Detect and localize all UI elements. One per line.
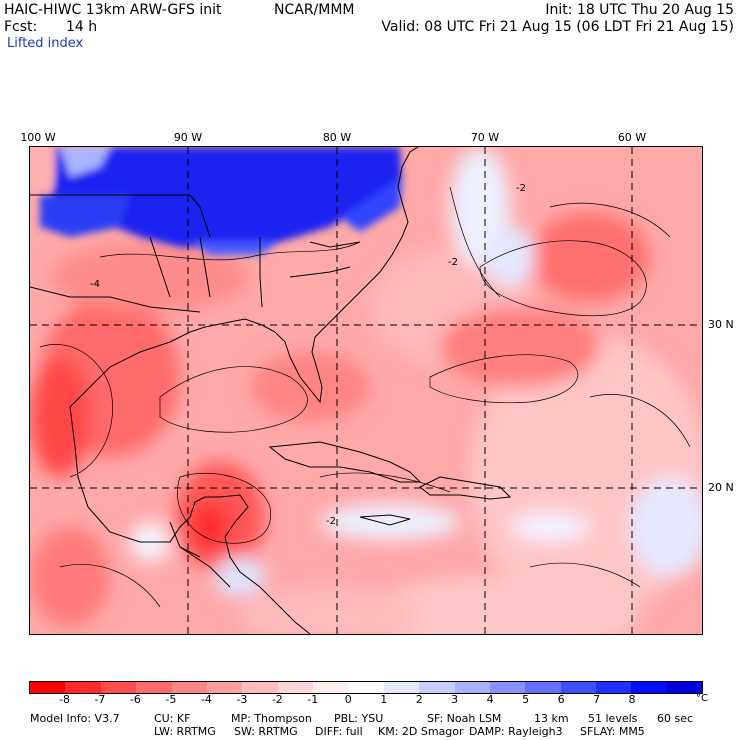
colorbar-swatch	[666, 682, 703, 693]
lon-label-90w: 90 W	[173, 131, 203, 144]
graticule	[30, 147, 702, 634]
colorbar	[29, 681, 703, 694]
colorbar-tick-label: 8	[628, 693, 636, 706]
model-info-levels: 51 levels	[588, 712, 638, 725]
colorbar-tick-label: -2	[271, 693, 283, 706]
colorbar-swatch	[348, 682, 384, 693]
colorbar-swatch	[560, 682, 596, 693]
colorbar-swatch	[313, 682, 349, 693]
colorbar-tick-label: 7	[593, 693, 601, 706]
model-info-lw: LW: RRTMG	[154, 725, 216, 738]
model-info-diff: DIFF: full	[315, 725, 363, 738]
colorbar-tick-label: 5	[522, 693, 530, 706]
colorbar-swatch	[277, 682, 313, 693]
contour-label: -4	[90, 279, 100, 290]
colorbar-tick-label: -4	[200, 693, 212, 706]
lat-label-30n: 30 N	[708, 318, 734, 331]
model-info-damp: DAMP: Rayleigh3	[469, 725, 563, 738]
colorbar-swatch	[631, 682, 667, 693]
colorbar-tick-label: -1	[307, 693, 319, 706]
model-info-mp: MP: Thompson	[231, 712, 312, 725]
lifted-index-map: -2 -2 -2 -4	[29, 146, 703, 635]
model-info-timestep: 60 sec	[657, 712, 694, 725]
field-name: Lifted index	[7, 36, 84, 51]
lon-label-100w: 100 W	[20, 131, 56, 144]
colorbar-tick-label: -6	[129, 693, 141, 706]
colorbar-swatch	[454, 682, 490, 693]
contours	[39, 186, 691, 608]
colorbar-tick-label: 3	[451, 693, 459, 706]
colorbar-swatch	[525, 682, 561, 693]
colorbar-tick-label: 1	[380, 693, 388, 706]
colorbar-tick-label: -8	[58, 693, 70, 706]
colorbar-tick-label: -7	[94, 693, 106, 706]
model-title: HAIC-HIWC 13km ARW-GFS init	[4, 2, 222, 18]
model-info-resolution: 13 km	[534, 712, 569, 725]
coastlines	[30, 147, 512, 634]
lat-label-20n: 20 N	[708, 481, 734, 494]
colorbar-swatch	[100, 682, 137, 693]
valid-time: Valid: 08 UTC Fri 21 Aug 15 (06 LDT Fri …	[381, 19, 734, 35]
model-info-cu: CU: KF	[154, 712, 191, 725]
colorbar-labels: -8 -7 -6 -5 -4 -3 -2 -1 0 1 2 3 4 5 6 7 8	[29, 693, 703, 707]
model-info-km: KM: 2D Smagor	[378, 725, 464, 738]
contour-label: -2	[516, 183, 526, 194]
lon-label-80w: 80 W	[322, 131, 352, 144]
colorbar-swatch	[136, 682, 172, 693]
colorbar-swatch	[489, 682, 526, 693]
org-label: NCAR/MMM	[274, 2, 355, 18]
colorbar-swatch	[171, 682, 207, 693]
colorbar-tick-label: -5	[165, 693, 177, 706]
forecast-hour: 14 h	[66, 19, 98, 35]
colorbar-tick-label: 0	[344, 693, 352, 706]
colorbar-swatch	[383, 682, 420, 693]
model-info-version: Model Info: V3.7	[30, 712, 120, 725]
lon-label-60w: 60 W	[617, 131, 647, 144]
colorbar-swatch	[206, 682, 243, 693]
colorbar-unit: °C	[696, 693, 708, 704]
colorbar-tick-label: -3	[236, 693, 248, 706]
field-shading	[30, 147, 702, 634]
model-info-sw: SW: RRTMG	[234, 725, 298, 738]
init-time: Init: 18 UTC Thu 20 Aug 15	[545, 2, 734, 18]
model-info-pbl: PBL: YSU	[334, 712, 384, 725]
model-info-sf: SF: Noah LSM	[427, 712, 502, 725]
contour-label: -2	[448, 257, 458, 268]
colorbar-swatch	[30, 682, 66, 693]
contour-label: -2	[326, 516, 336, 527]
forecast-label: Fcst:	[4, 19, 38, 35]
colorbar-tick-label: 2	[415, 693, 423, 706]
colorbar-swatch	[242, 682, 278, 693]
model-info-sflay: SFLAY: MM5	[580, 725, 645, 738]
colorbar-swatch	[65, 682, 101, 693]
colorbar-swatch	[419, 682, 455, 693]
colorbar-swatch	[596, 682, 632, 693]
lon-label-70w: 70 W	[470, 131, 500, 144]
colorbar-tick-label: 4	[486, 693, 494, 706]
colorbar-tick-label: 6	[557, 693, 565, 706]
